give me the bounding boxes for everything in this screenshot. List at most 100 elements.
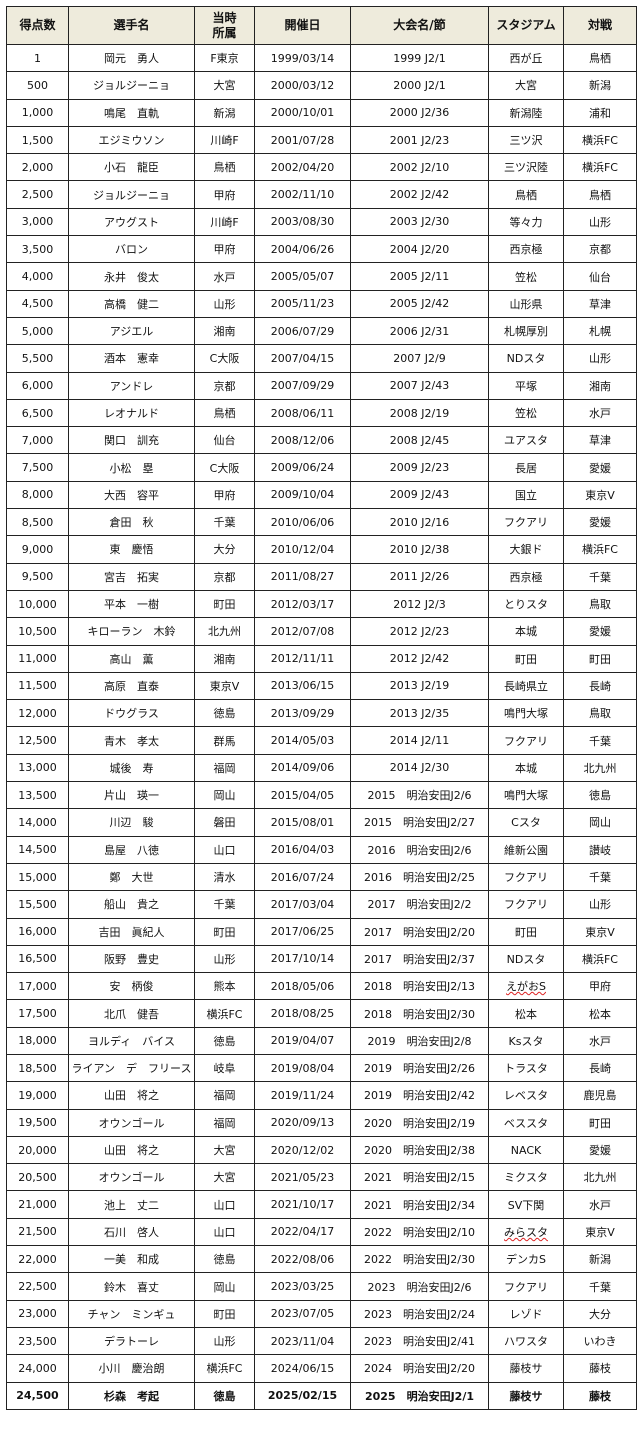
player-cell: 北爪 健吾: [68, 999, 195, 1028]
player-cell: 岡元 勇人: [68, 43, 195, 73]
stadium-cell: 藤枝サ: [488, 1381, 564, 1410]
competition-cell: 2021 明治安田J2/34: [350, 1190, 489, 1219]
stadium-cell: NDスタ: [488, 344, 564, 373]
stadium-cell: 大銀ド: [488, 535, 564, 564]
opponent-cell: 愛媛: [563, 617, 637, 646]
stadium-cell: デンカS: [488, 1245, 564, 1274]
player-cell: 船山 貴之: [68, 890, 195, 919]
goals-cell: 8,000: [6, 480, 69, 510]
stadium-cell: 西京極: [488, 562, 564, 591]
table-row: 8,000 大西 容平 甲府 2009/10/04 2009 J2/43 国立 東京V: [6, 480, 637, 510]
competition-cell: 2019 明治安田J2/8: [350, 1026, 489, 1055]
table-row: 11,000 高山 薫湘南 2012/11/11 2012 J2/42 町田 町田: [6, 644, 637, 673]
goals-cell: 5,500: [6, 344, 69, 373]
table-row: 13,500 片山 瑛一 岡山 2015/04/05 2015 明治安田J2/6 鳴門大塚…: [6, 781, 637, 810]
stadium-cell: 鳴門大塚: [488, 699, 564, 728]
opponent-cell: 湘南: [563, 371, 637, 400]
club-cell: 新潟: [194, 98, 255, 127]
club-cell: 東京V: [194, 671, 255, 701]
table-row: 3,500 バロン 甲府 2004/06/26 2004 J2/20 西京極 京都: [6, 235, 637, 264]
competition-cell: 2008 J2/45: [350, 426, 489, 455]
table-row: 5,500 酒本 憲幸 C大阪 2007/04/15 2007 J2/9 NDスタ 山形: [6, 344, 637, 373]
player-cell: 小川 慶治朗: [68, 1354, 195, 1383]
player-cell: 山田 将之: [68, 1081, 195, 1110]
opponent-cell: 鳥栖: [563, 180, 637, 209]
header-competition: 大会名/節: [350, 6, 489, 45]
player-cell: オウンゴール: [68, 1108, 195, 1137]
goals-cell: 3,500: [6, 235, 69, 264]
player-cell: 池上 丈二: [68, 1190, 195, 1219]
table-row: 24,500 杉森 考起 徳島 2025/02/15 2025 明治安田J2/1 藤枝サ藤…: [6, 1381, 637, 1410]
opponent-cell: 東京V: [563, 480, 637, 510]
competition-cell: 2016 明治安田J2/6: [350, 835, 489, 864]
goals-cell: 18,000: [6, 1026, 69, 1055]
table-row: 10,000 平本 一樹 町田 2012/03/17 2012 J2/3 とりスタ 鳥取: [6, 589, 637, 619]
player-cell: 吉田 眞紀人: [68, 917, 195, 946]
opponent-cell: 町田: [563, 644, 637, 673]
club-cell: 群馬: [194, 726, 255, 755]
competition-cell: 2017 明治安田J2/37: [350, 944, 489, 974]
stadium-cell: Ksスタ: [488, 1026, 564, 1055]
date-cell: 2016/04/03: [254, 835, 351, 864]
opponent-cell: 仙台: [563, 262, 637, 291]
table-row: 3,000 アウグスト 川崎F 2003/08/30 2003 J2/30 等々力 山形: [6, 207, 637, 237]
table-row: 1 岡元 勇人 F東京 1999/03/14 1999 J2/1 西が丘 鳥栖: [6, 43, 637, 73]
player-cell: 石川 啓人: [68, 1217, 195, 1247]
player-cell: 片山 瑛一: [68, 781, 195, 810]
opponent-cell: 鳥取: [563, 699, 637, 728]
table-row: 16,500 阪野 豊史 山形 2017/10/14 2017 明治安田J2/37 NDス…: [6, 944, 637, 974]
date-cell: 2013/06/15: [254, 671, 351, 701]
table-row: 23,000 チャン ミンギュ 町田 2023/07/05 2023 明治安田J2/24…: [6, 1299, 637, 1328]
player-cell: 安 柄俊: [68, 972, 195, 1001]
stadium-cell: フクアリ: [488, 1272, 564, 1301]
goals-cell: 500: [6, 71, 69, 100]
goals-cell: 17,000: [6, 972, 69, 1001]
table-row: 12,000 ドウグラス 徳島 2013/09/29 2013 J2/35 鳴門大塚 鳥取: [6, 699, 637, 728]
table-row: 12,500 青木 孝太 群馬 2014/05/03 2014 J2/11 フクアリ 千葉: [6, 726, 637, 755]
player-cell: チャン ミンギュ: [68, 1299, 195, 1328]
date-cell: 2007/09/29: [254, 371, 351, 400]
club-cell: 大宮: [194, 71, 255, 100]
table-row: 8,500 倉田 秋千葉 2010/06/06 2010 J2/16 フクアリ 愛媛: [6, 508, 637, 537]
club-cell: 大宮: [194, 1135, 255, 1165]
goals-cell: 16,000: [6, 917, 69, 946]
competition-cell: 2021 明治安田J2/15: [350, 1163, 489, 1192]
table-row: 7,500 小松 塁 C大阪 2009/06/24 2009 J2/23 長居 愛媛: [6, 453, 637, 482]
header-player: 選手名: [68, 6, 195, 45]
date-cell: 2009/06/24: [254, 453, 351, 482]
table-row: 6,500 レオナルド 鳥栖 2008/06/11 2008 J2/19 笠松 水戸: [6, 398, 637, 428]
competition-cell: 2023 明治安田J2/6: [350, 1272, 489, 1301]
header-stadium: スタジアム: [488, 6, 564, 45]
player-cell: 川辺 駿: [68, 808, 195, 837]
table-row: 15,000 鄭 大世 清水 2016/07/24 2016 明治安田J2/25 フクアリ…: [6, 862, 637, 892]
stadium-cell: 松本: [488, 999, 564, 1028]
club-cell: 徳島: [194, 1381, 255, 1410]
opponent-cell: 横浜FC: [563, 125, 637, 155]
date-cell: 2000/03/12: [254, 71, 351, 100]
opponent-cell: 新潟: [563, 71, 637, 100]
stadium-cell: フクアリ: [488, 862, 564, 892]
competition-cell: 2025 明治安田J2/1: [350, 1381, 489, 1410]
player-cell: 鄭 大世: [68, 862, 195, 892]
goals-cell: 4,000: [6, 262, 69, 291]
stadium-cell: ハワスタ: [488, 1326, 564, 1356]
goals-cell: 5,000: [6, 316, 69, 346]
opponent-cell: 千葉: [563, 726, 637, 755]
date-cell: 2012/07/08: [254, 617, 351, 646]
opponent-cell: 愛媛: [563, 1135, 637, 1165]
table-row: 14,000 川辺 駿磐田 2015/08/01 2015 明治安田J2/27 Cスタ岡…: [6, 808, 637, 837]
table-row: 24,000 小川 慶治朗 横浜FC 2024/06/15 2024 明治安田J2/20…: [6, 1354, 637, 1383]
stadium-cell: フクアリ: [488, 890, 564, 919]
table-row: 19,500 オウンゴール 福岡 2020/09/13 2020 明治安田J2/19 ベス…: [6, 1108, 637, 1137]
player-cell: 東 慶悟: [68, 535, 195, 564]
date-cell: 2021/05/23: [254, 1163, 351, 1192]
table-row: 10,500 キローラン 木鈴 北九州 2012/07/08 2012 J2/23 本城愛…: [6, 617, 637, 646]
competition-cell: 2012 J2/42: [350, 644, 489, 673]
goals-cell: 20,500: [6, 1163, 69, 1192]
stadium-cell: 鳴門大塚: [488, 781, 564, 810]
opponent-cell: 千葉: [563, 1272, 637, 1301]
stadium-cell: レゾド: [488, 1299, 564, 1328]
goals-cell: 11,500: [6, 671, 69, 701]
header-opponent: 対戦: [563, 6, 637, 45]
player-cell: 鈴木 喜丈: [68, 1272, 195, 1301]
